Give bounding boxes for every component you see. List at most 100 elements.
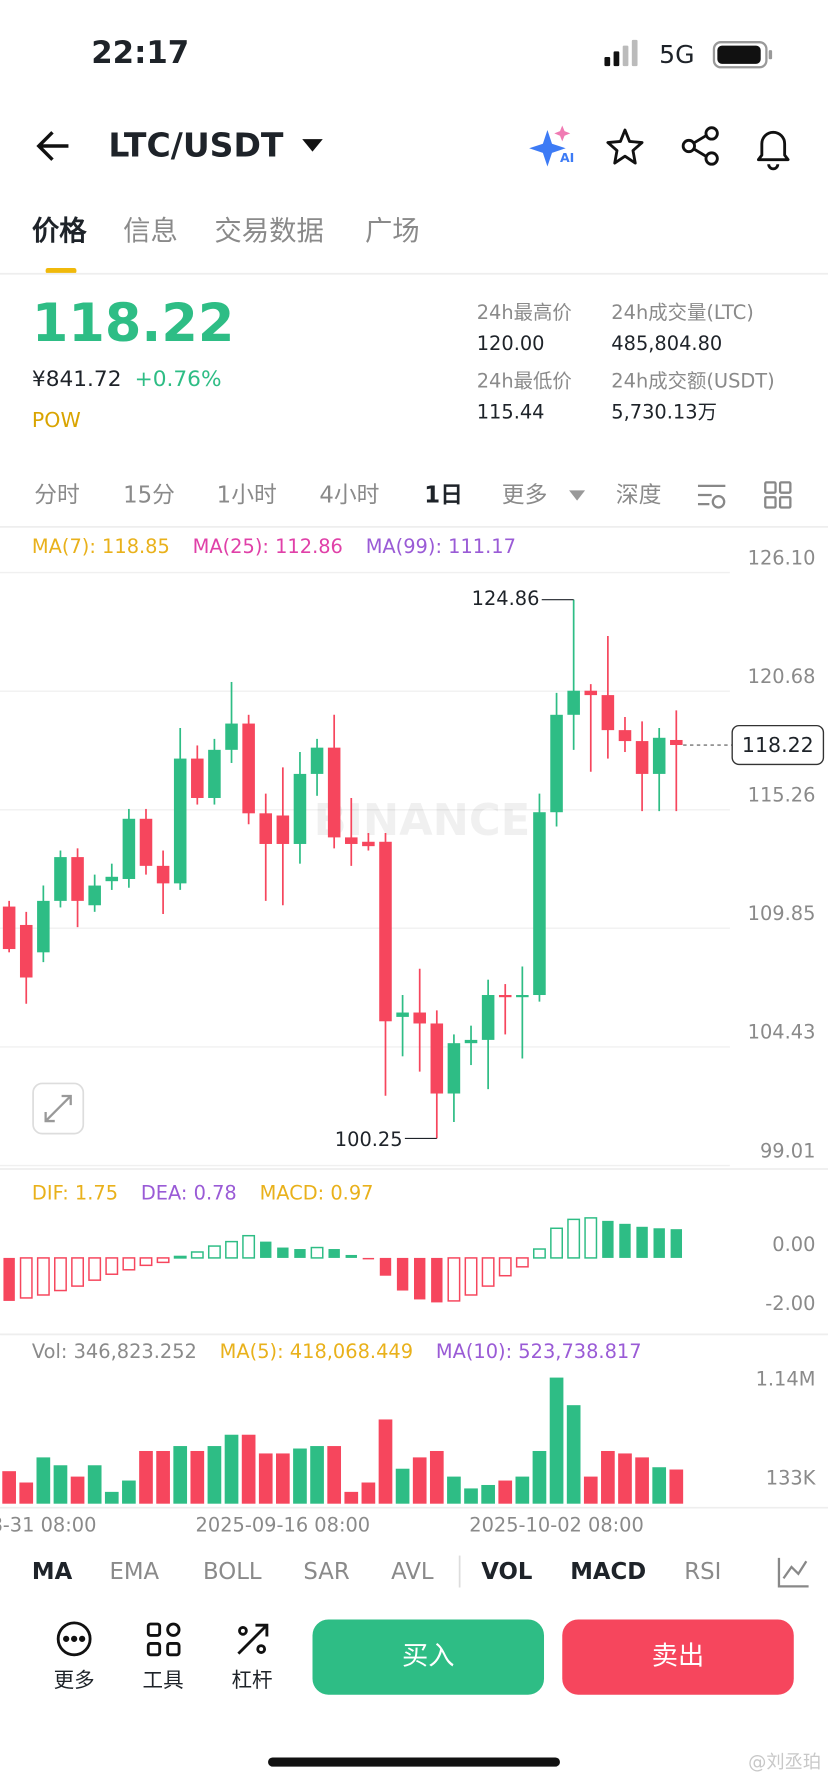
tab[interactable]: 价格 bbox=[32, 216, 87, 247]
candle-body bbox=[481, 995, 495, 1040]
pair-title[interactable]: LTC/USDT bbox=[108, 126, 284, 165]
favorite-button[interactable] bbox=[606, 128, 644, 165]
indicator-tab[interactable]: VOL bbox=[481, 1559, 532, 1585]
volume-bar bbox=[361, 1482, 376, 1504]
indicator-tab[interactable]: SAR bbox=[303, 1559, 349, 1585]
candle-body bbox=[293, 773, 307, 844]
action-label[interactable]: 杠杆 bbox=[232, 1668, 273, 1692]
alert-button[interactable] bbox=[756, 130, 790, 171]
candle-body bbox=[105, 876, 119, 882]
macd-bar bbox=[414, 1257, 426, 1300]
expand-button[interactable] bbox=[32, 1082, 85, 1135]
ma-legend: MA(25): 112.86 bbox=[193, 535, 343, 558]
tools-icon[interactable] bbox=[146, 1622, 181, 1657]
ma-legend: MA(7): 118.85 bbox=[32, 535, 170, 558]
volume-bar bbox=[122, 1480, 136, 1504]
buy-button[interactable] bbox=[312, 1619, 545, 1695]
tab[interactable]: 广场 bbox=[365, 216, 420, 247]
macd-bar bbox=[328, 1249, 340, 1258]
tag[interactable]: POW bbox=[32, 408, 81, 432]
ai-button[interactable]: AI bbox=[529, 125, 574, 167]
battery bbox=[712, 41, 773, 69]
volume-bar bbox=[532, 1450, 547, 1504]
pair-dropdown[interactable] bbox=[302, 139, 323, 152]
candle-body bbox=[550, 714, 563, 813]
interval-tab[interactable]: 15分 bbox=[123, 483, 175, 509]
stat-value: 115.44 bbox=[477, 400, 545, 423]
chart-type-button[interactable] bbox=[777, 1557, 809, 1588]
buy-label[interactable]: 买入 bbox=[402, 1642, 454, 1672]
indicator-tab[interactable]: AVL bbox=[391, 1559, 434, 1585]
interval-tab[interactable]: 4小时 bbox=[319, 483, 379, 509]
macd-bar bbox=[225, 1240, 238, 1259]
volume-bar bbox=[173, 1446, 188, 1504]
y-tick-label: 0.00 bbox=[772, 1233, 815, 1256]
macd-bar bbox=[122, 1257, 136, 1271]
macd-bar bbox=[207, 1245, 221, 1259]
macd-legend: DEA: 0.78 bbox=[141, 1182, 237, 1205]
macd-legend: DIF: 1.75 bbox=[32, 1182, 118, 1205]
action-label[interactable]: 工具 bbox=[143, 1668, 184, 1692]
sell-label[interactable]: 卖出 bbox=[652, 1642, 704, 1672]
interval-tab[interactable]: 1小时 bbox=[217, 483, 277, 509]
candle-body bbox=[447, 1043, 461, 1094]
indicator-tab[interactable]: BOLL bbox=[203, 1559, 262, 1585]
candle-body bbox=[498, 995, 512, 998]
volume-bar bbox=[464, 1488, 478, 1504]
macd-bar bbox=[36, 1257, 50, 1296]
tab-indicator bbox=[45, 268, 77, 274]
share-button[interactable] bbox=[681, 126, 719, 166]
candle-body bbox=[635, 741, 649, 774]
tab[interactable]: 交易数据 bbox=[214, 216, 323, 247]
macd-bar bbox=[653, 1228, 665, 1258]
candle-body bbox=[310, 747, 324, 774]
interval-tab[interactable]: 更多 bbox=[502, 483, 548, 509]
volume-bar bbox=[447, 1476, 461, 1504]
max-label: 124.86 bbox=[472, 587, 540, 610]
network: 5G bbox=[659, 40, 694, 69]
corner-watermark: @刘丞珀 bbox=[748, 1752, 821, 1773]
macd-bar bbox=[173, 1255, 187, 1259]
volume-bar bbox=[276, 1453, 290, 1504]
volume-bar bbox=[429, 1450, 444, 1504]
x-tick-label: 2025-08-31 08:00 bbox=[0, 1513, 96, 1536]
interval-tab[interactable]: 深度 bbox=[616, 483, 662, 509]
macd-bar bbox=[396, 1257, 409, 1291]
leverage-icon[interactable] bbox=[237, 1623, 269, 1655]
indicator-tab[interactable]: MACD bbox=[570, 1559, 646, 1585]
stat-label: 24h成交额(USDT) bbox=[611, 370, 774, 393]
volume-bar bbox=[344, 1491, 359, 1504]
macd-bar bbox=[277, 1247, 289, 1258]
macd-bar bbox=[533, 1248, 546, 1259]
y-tick-label: -2.00 bbox=[765, 1292, 815, 1315]
x-tick-label: 2025-09-16 08:00 bbox=[196, 1513, 371, 1536]
more-dropdown[interactable] bbox=[569, 490, 586, 501]
macd-bar bbox=[242, 1234, 256, 1259]
back-button[interactable] bbox=[36, 131, 69, 161]
macd-bar bbox=[294, 1249, 306, 1258]
layout-button[interactable] bbox=[764, 481, 792, 509]
candle-body bbox=[19, 924, 33, 978]
interval-tab[interactable]: 1日 bbox=[424, 483, 463, 509]
more-icon[interactable] bbox=[56, 1621, 92, 1657]
indicator-tab[interactable]: MA bbox=[32, 1559, 73, 1585]
chart-settings-button[interactable] bbox=[697, 484, 726, 509]
y-tick-label: 1.14M bbox=[756, 1367, 816, 1390]
action-label[interactable]: 更多 bbox=[54, 1668, 95, 1692]
candle-body bbox=[276, 815, 290, 844]
candle-body bbox=[618, 730, 632, 742]
indicator-tab[interactable]: EMA bbox=[109, 1559, 159, 1585]
volume-legend: MA(10): 523,738.817 bbox=[436, 1340, 642, 1363]
candle-body bbox=[567, 690, 580, 715]
volume-bar bbox=[635, 1457, 649, 1504]
candle-body bbox=[396, 1012, 409, 1017]
tab[interactable]: 信息 bbox=[123, 216, 178, 247]
interval-tab[interactable]: 分时 bbox=[34, 483, 80, 509]
volume-bar bbox=[224, 1434, 239, 1504]
sell-button[interactable] bbox=[562, 1619, 794, 1695]
volume-bar bbox=[378, 1419, 393, 1504]
indicator-tab[interactable]: RSI bbox=[684, 1559, 721, 1585]
min-label: 100.25 bbox=[335, 1128, 403, 1151]
